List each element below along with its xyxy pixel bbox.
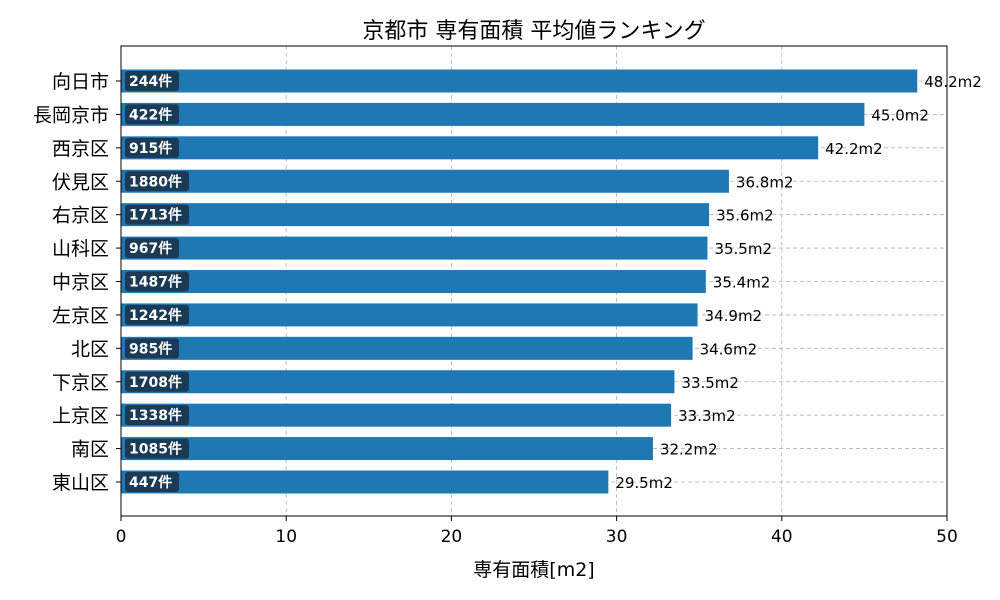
x-tick-label: 0 <box>116 527 127 547</box>
value-label: 33.5m2 <box>681 374 739 392</box>
count-badge <box>125 338 179 359</box>
count-badge <box>125 438 189 459</box>
count-badge <box>125 371 189 392</box>
y-tick-label: 中京区 <box>52 272 109 294</box>
value-label: 33.3m2 <box>678 407 736 425</box>
bar <box>121 470 609 494</box>
x-tick-label: 50 <box>936 527 958 547</box>
x-tick-label: 30 <box>606 527 628 547</box>
count-label: 1085件 <box>129 441 182 458</box>
x-axis-label: 専有面積[m2] <box>473 559 594 581</box>
count-badge <box>125 204 189 225</box>
y-tick-label: 左京区 <box>52 305 109 327</box>
count-badge <box>125 71 179 91</box>
y-tick-label: 南区 <box>71 439 109 461</box>
count-badge <box>125 238 179 259</box>
bar <box>121 270 706 293</box>
value-label: 35.5m2 <box>714 240 772 258</box>
value-label: 29.5m2 <box>615 474 673 492</box>
count-label: 967件 <box>129 240 172 257</box>
bar <box>121 403 672 427</box>
count-label: 1713件 <box>129 207 182 224</box>
count-label: 422件 <box>129 106 172 123</box>
y-tick-label: 北区 <box>71 338 109 360</box>
plot-frame <box>120 45 948 517</box>
value-label: 45.0m2 <box>871 106 929 124</box>
bar <box>121 303 698 327</box>
count-label: 985件 <box>129 340 172 357</box>
x-tick-label: 10 <box>275 527 297 547</box>
value-label: 48.2m2 <box>924 73 982 91</box>
bar <box>121 102 865 126</box>
chart-title: 京都市 専有面積 平均値ランキング <box>362 19 705 44</box>
y-tick-label: 東山区 <box>52 472 109 494</box>
count-badge <box>125 271 189 292</box>
count-label: 447件 <box>129 474 172 491</box>
count-label: 1708件 <box>129 374 182 391</box>
bar <box>121 203 710 227</box>
y-tick-label: 上京区 <box>52 405 109 427</box>
bar <box>121 236 708 260</box>
count-badge <box>125 304 189 325</box>
value-label: 35.4m2 <box>713 274 771 292</box>
y-tick-label: 右京区 <box>52 205 109 227</box>
bar <box>121 136 819 160</box>
bar <box>121 69 918 93</box>
value-label: 42.2m2 <box>825 140 883 158</box>
count-badge <box>125 171 189 192</box>
y-tick-label: 長岡京市 <box>33 104 109 126</box>
bar <box>121 336 693 360</box>
value-label: 32.2m2 <box>660 441 718 459</box>
count-badge <box>125 472 179 492</box>
x-tick-label: 40 <box>771 527 793 547</box>
y-tick-label: 西京区 <box>52 138 109 160</box>
count-badge <box>125 104 179 125</box>
bar <box>121 437 653 461</box>
count-badge <box>125 405 189 426</box>
count-label: 1487件 <box>129 274 182 291</box>
value-label: 34.6m2 <box>700 340 758 358</box>
x-tick-label: 20 <box>441 527 463 547</box>
count-badge <box>125 137 179 158</box>
count-label: 1338件 <box>129 407 182 424</box>
count-label: 1880件 <box>129 173 182 190</box>
count-label: 244件 <box>129 73 172 90</box>
y-tick-label: 向日市 <box>52 71 109 93</box>
y-tick-label: 山科区 <box>52 238 109 260</box>
value-label: 35.6m2 <box>716 207 774 225</box>
count-label: 915件 <box>129 140 172 157</box>
y-tick-label: 伏見区 <box>52 171 109 193</box>
bars-group: 244件 48.2m2 422件 45.0m2 915件 42.2m2 1880件 36.8m… <box>121 69 982 494</box>
count-label: 1242件 <box>129 307 182 324</box>
bar <box>121 370 675 394</box>
bar <box>121 169 729 193</box>
x-tick-labels: 0 10 20 30 40 50 <box>116 516 958 547</box>
y-tick-label: 下京区 <box>52 372 109 394</box>
value-label: 36.8m2 <box>736 173 794 191</box>
value-label: 34.9m2 <box>705 307 763 325</box>
